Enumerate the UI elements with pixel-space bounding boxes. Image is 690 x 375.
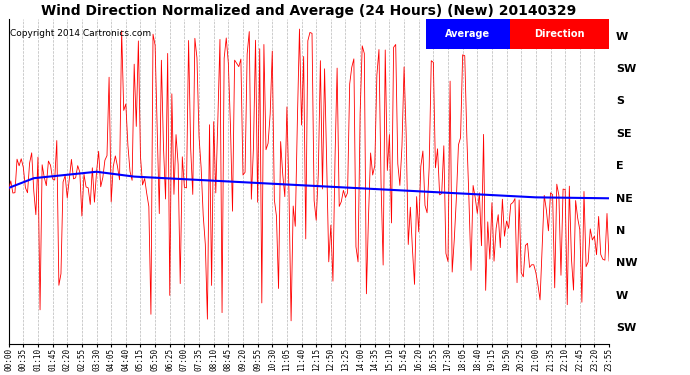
Text: Average: Average <box>446 29 491 39</box>
FancyBboxPatch shape <box>426 20 510 48</box>
Text: Copyright 2014 Cartronics.com: Copyright 2014 Cartronics.com <box>10 29 151 38</box>
Title: Wind Direction Normalized and Average (24 Hours) (New) 20140329: Wind Direction Normalized and Average (2… <box>41 4 577 18</box>
FancyBboxPatch shape <box>510 20 609 48</box>
Text: Direction: Direction <box>534 29 585 39</box>
